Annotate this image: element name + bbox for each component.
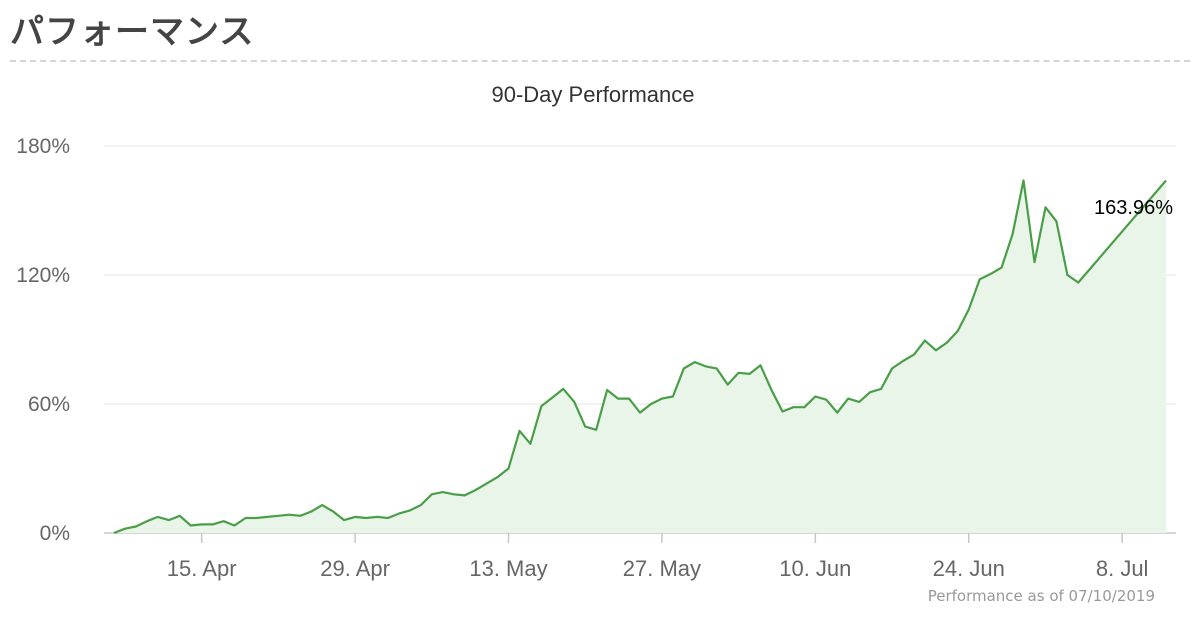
performance-area [114,180,1166,533]
x-axis-ticks: 15. Apr 29. Apr 13. May 27. May 10. Jun 24. J… [167,533,1149,581]
x-tick-label: 10. Jun [779,556,851,581]
x-tick-label: 29. Apr [320,556,390,581]
performance-credit: Performance as of 07/10/2019 [928,587,1155,605]
heading-divider [10,60,1190,62]
y-tick-label: 0% [40,522,70,545]
performance-line [113,179,1167,535]
line-layer [113,179,1167,535]
last-value-label: 163.96% [1094,197,1173,219]
x-tick-label: 24. Jun [933,556,1005,581]
x-tick-label: 13. May [469,556,547,581]
y-tick-label: 120% [16,264,70,287]
area-fill-layer [114,180,1166,533]
y-tick-label: 180% [16,135,70,158]
x-tick-label: 15. Apr [167,556,237,581]
x-tick-label: 8. Jul [1096,556,1149,581]
page-heading: パフォーマンス [10,12,255,52]
y-tick-label: 60% [28,393,70,416]
x-tick-label: 27. May [623,556,701,581]
chart-title: 90-Day Performance [492,82,695,107]
y-axis-ticks: 0% 60% 120% 180% [16,135,70,545]
